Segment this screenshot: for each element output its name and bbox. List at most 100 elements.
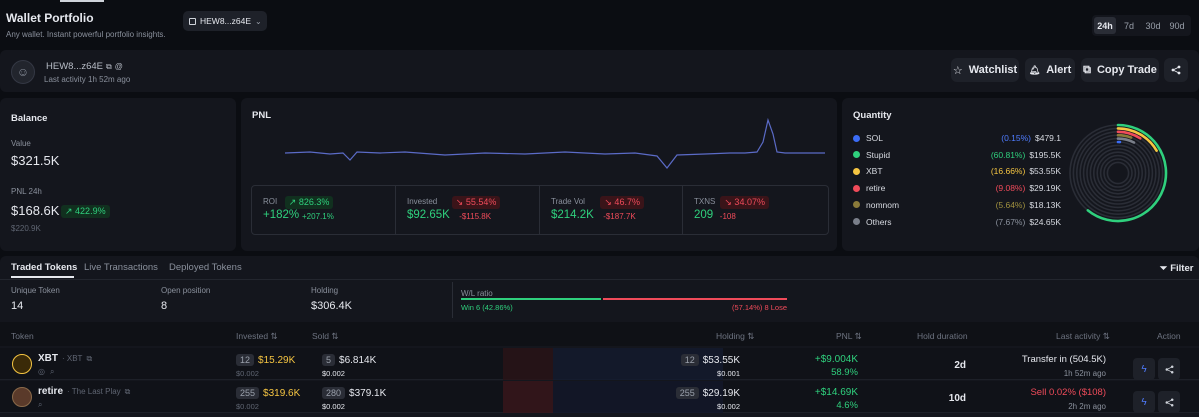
legend-name: SOL xyxy=(866,133,884,143)
sort-icon: ⇅ xyxy=(747,331,755,341)
tab-traded-tokens[interactable]: Traded Tokens xyxy=(11,262,78,273)
table-header-row xyxy=(0,322,1199,346)
col-hold-duration: Hold duration xyxy=(917,331,968,341)
copy-icon[interactable]: ⧉ xyxy=(124,386,131,396)
sold-cell: 280 $379.1K xyxy=(322,387,386,399)
balance-value: $321.5K xyxy=(11,153,60,168)
sold-count: 280 xyxy=(322,387,346,399)
invested-count: 12 xyxy=(236,354,255,366)
legend-item-sol: SOL (0.15%) $479.1 xyxy=(853,131,1061,145)
legend-item-nomnom: nomnom (5.64%) $18.13K xyxy=(853,198,1061,212)
col-token: Token xyxy=(11,331,34,341)
timeframe-30d[interactable]: 30d xyxy=(1145,20,1161,31)
token-links: ⌕ xyxy=(38,400,42,410)
holding-cell: 12 $53.55K xyxy=(640,354,740,366)
share-row-button[interactable] xyxy=(1158,358,1180,380)
donut-arc-nomnom xyxy=(1116,133,1133,139)
pnl-pct: 4.6% xyxy=(836,400,858,411)
watchlist-button[interactable]: ☆ Watchlist xyxy=(951,58,1019,82)
legend-value: $29.19K xyxy=(1029,183,1061,194)
holding-cell: 255 $29.19K xyxy=(640,387,740,399)
alert-label: Alert xyxy=(1046,64,1072,76)
holding-label: Holding xyxy=(311,286,339,295)
token-name-row[interactable]: XBT · XBT ⧉ xyxy=(38,353,92,364)
quantity-donut xyxy=(1069,123,1168,223)
link-icon[interactable]: @ xyxy=(114,62,123,71)
pnl-24h-label: PNL 24h xyxy=(11,187,42,196)
wallet-icon xyxy=(189,17,196,25)
share-button[interactable] xyxy=(1164,58,1188,82)
col-sold[interactable]: Sold ⇅ xyxy=(312,331,339,342)
tab-live-transactions[interactable]: Live Transactions xyxy=(84,262,158,273)
pnl-title: PNL xyxy=(252,110,271,121)
divider xyxy=(682,186,683,234)
search-icon[interactable]: ⌕ xyxy=(49,367,55,376)
sold-sub: $0.002 xyxy=(322,369,345,378)
wallet-select[interactable]: HEW8...z64E ⌄ xyxy=(183,11,267,31)
pnl-stat-delta: -$187.7K xyxy=(603,212,636,221)
last-activity: Transfer in (504.5K) xyxy=(1021,354,1106,365)
alert-button[interactable]: 🔔︎ Alert xyxy=(1025,58,1075,82)
share-row-button[interactable] xyxy=(1158,391,1180,413)
legend-item-others: Others (7.67%) $24.65K xyxy=(853,215,1061,229)
pnl-24h-value: $168.6K xyxy=(11,203,60,218)
copy-trade-button[interactable]: ⧉ Copy Trade xyxy=(1081,58,1159,82)
timeframe-7d[interactable]: 7d xyxy=(1123,20,1134,31)
search-icon[interactable]: ⌕ xyxy=(38,400,43,409)
pnl-24h-badge: ↗ 422.9% xyxy=(61,205,110,218)
token-links: ◎ ⌕ xyxy=(38,367,54,377)
share-icon xyxy=(1171,65,1181,75)
sold-bar xyxy=(503,381,553,413)
lightning-icon: ϟ xyxy=(1141,363,1147,375)
pnl-stat-label: TXNS xyxy=(694,197,716,206)
col-invested[interactable]: Invested ⇅ xyxy=(236,331,278,342)
divider xyxy=(0,279,1199,280)
avatar: ☺ xyxy=(11,60,35,84)
sort-icon: ⇅ xyxy=(854,331,862,341)
star-icon: ☆ xyxy=(952,64,963,77)
pnl-stat-value: $214.2K xyxy=(551,209,594,221)
quick-buy-button[interactable]: ϟ xyxy=(1133,358,1155,380)
lightning-icon: ϟ xyxy=(1141,396,1147,408)
quick-buy-button[interactable]: ϟ xyxy=(1133,391,1155,413)
timeframe-90d[interactable]: 90d xyxy=(1169,20,1185,31)
sold-sub: $0.002 xyxy=(322,402,345,411)
timeframe-24h[interactable]: 24h xyxy=(1094,17,1116,34)
token-fullname: · XBT xyxy=(62,354,83,363)
holding-value: $29.19K xyxy=(702,387,740,399)
pnl-value: +$14.69K xyxy=(814,387,858,398)
col-holding[interactable]: Holding ⇅ xyxy=(716,331,754,342)
col-pnl[interactable]: PNL ⇅ xyxy=(836,331,862,342)
token-fullname: · The Last Play xyxy=(67,387,121,396)
legend-item-retire: retire (9.08%) $29.19K xyxy=(853,181,1061,195)
top-tab-indicator xyxy=(60,0,104,2)
holding-count: 255 xyxy=(675,387,699,399)
timeframe-selector xyxy=(1092,15,1191,36)
share-icon xyxy=(1165,398,1173,406)
copy-icon[interactable]: ⧉ xyxy=(106,61,112,71)
hold-duration: 2d xyxy=(954,360,966,371)
token-name-row[interactable]: retire · The Last Play ⧉ xyxy=(38,386,130,397)
lose-bar xyxy=(603,298,787,300)
pnl-pct: 58.9% xyxy=(831,367,858,378)
pnl-stat-delta: -$115.8K xyxy=(459,212,492,221)
filter-button[interactable]: ⏷ Filter xyxy=(1160,263,1193,274)
legend-pct: (9.08%) xyxy=(995,183,1026,194)
wl-ratio-label: W/L ratio xyxy=(461,289,493,298)
copy-icon[interactable]: ⧉ xyxy=(86,353,93,363)
page-title: Wallet Portfolio xyxy=(6,11,94,25)
pnl-stat-badge: ↘ 46.7% xyxy=(600,196,644,209)
sold-count: 5 xyxy=(322,354,336,366)
pnl-stat-badge: ↘ 34.07% xyxy=(720,196,769,209)
col-last-activity[interactable]: Last activity ⇅ xyxy=(1056,331,1110,342)
share-icon xyxy=(1165,365,1173,373)
legend-name: Stupid xyxy=(866,149,891,160)
watchlist-label: Watchlist xyxy=(968,64,1018,76)
tab-deployed-tokens[interactable]: Deployed Tokens xyxy=(169,262,242,273)
page-subtitle: Any wallet. Instant powerful portfolio i… xyxy=(6,30,166,39)
globe-icon[interactable]: ◎ xyxy=(38,367,45,376)
legend-pct: (0.15%) xyxy=(1001,133,1031,143)
donut-track xyxy=(1106,161,1130,185)
holding-value: $53.55K xyxy=(702,354,740,366)
balance-value-label: Value xyxy=(11,139,31,148)
